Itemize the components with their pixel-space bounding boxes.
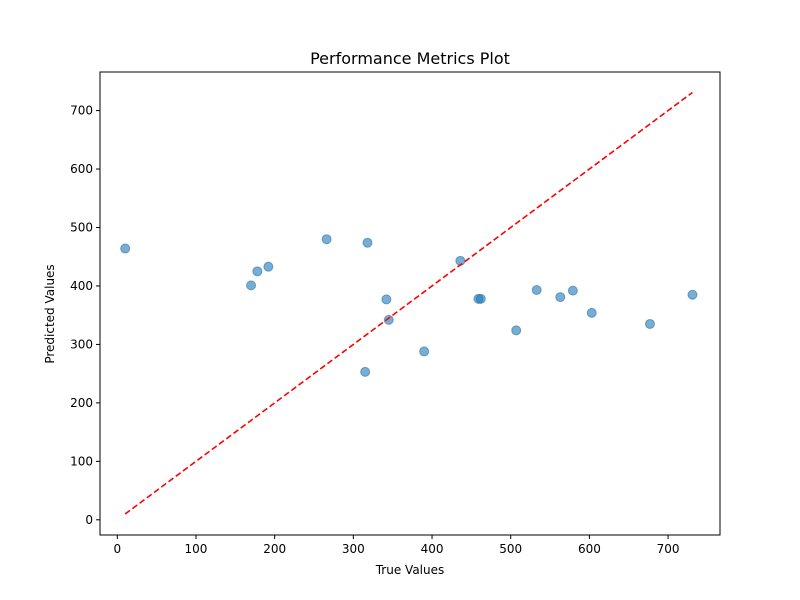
y-tick-label: 0 — [85, 513, 93, 527]
data-point-14 — [531, 285, 542, 296]
y-tick-label: 700 — [70, 104, 93, 118]
data-point-8 — [383, 314, 394, 325]
plot-area: 0 100 200 300 400 500 600 700 0 100 200 300 400 500 60… — [70, 71, 721, 556]
data-point-19 — [687, 289, 698, 300]
data-point-1 — [246, 280, 257, 291]
x-tick-label: 700 — [657, 542, 680, 556]
y-tick-label: 500 — [70, 221, 93, 235]
y-tick-label: 300 — [70, 337, 93, 351]
data-point-0 — [120, 243, 131, 254]
data-point-3 — [263, 261, 274, 272]
x-tick-label: 200 — [263, 542, 286, 556]
y-axis-title: Predicted Values — [43, 264, 57, 363]
data-point-18 — [644, 318, 655, 329]
y-tick-label: 600 — [70, 162, 93, 176]
x-tick-label: 500 — [499, 542, 522, 556]
y-tick-label: 200 — [70, 396, 93, 410]
x-tick-label: 600 — [578, 542, 601, 556]
x-axis-title: True Values — [375, 563, 445, 577]
data-point-7 — [381, 294, 392, 305]
data-point-6 — [362, 237, 373, 248]
data-point-9 — [419, 346, 430, 357]
x-tick-label: 100 — [185, 542, 208, 556]
data-point-4 — [321, 234, 332, 245]
identity-reference-line — [124, 91, 693, 515]
data-point-16 — [567, 285, 578, 296]
x-tick-label: 300 — [342, 542, 365, 556]
chart-title: Performance Metrics Plot — [310, 49, 510, 68]
data-point-13 — [511, 325, 522, 336]
x-tick-label: 400 — [421, 542, 444, 556]
data-point-2 — [252, 266, 263, 277]
data-point-17 — [586, 307, 597, 318]
y-tick-label: 400 — [70, 279, 93, 293]
plot-frame — [99, 71, 721, 536]
y-tick-label: 100 — [70, 454, 93, 468]
data-point-5 — [360, 366, 371, 377]
data-point-15 — [555, 292, 566, 303]
x-tick-label: 0 — [113, 542, 121, 556]
data-point-12 — [475, 293, 486, 304]
